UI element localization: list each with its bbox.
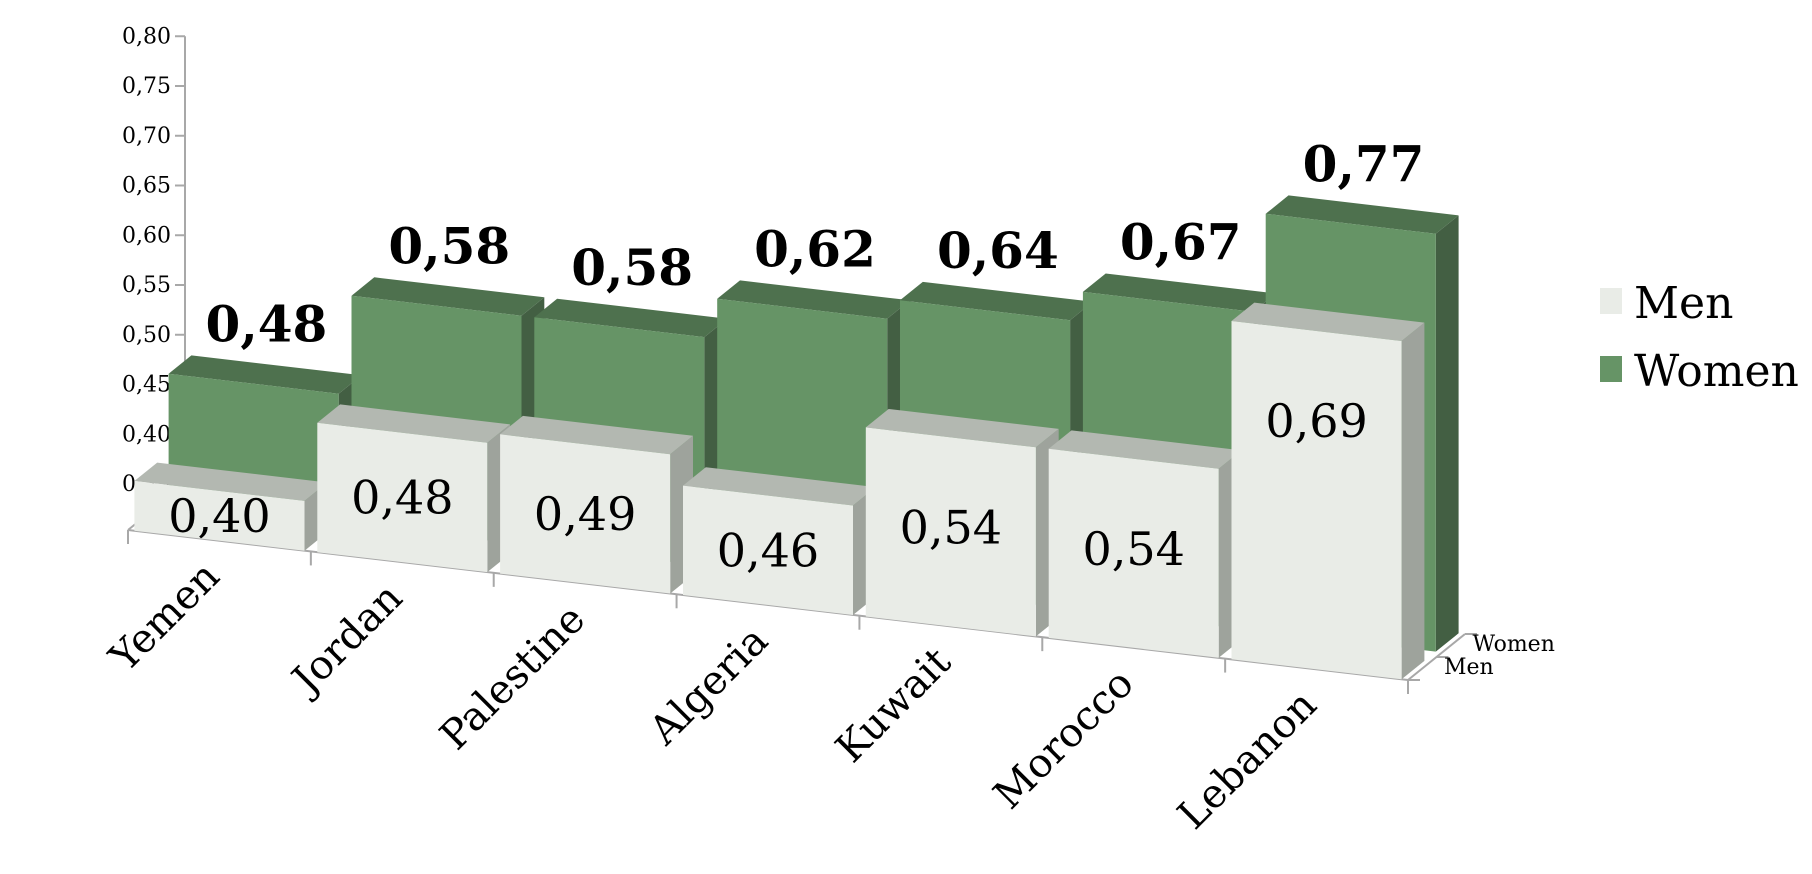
legend-label-men: Men (1634, 278, 1733, 329)
men-bar-yemen (134, 462, 328, 551)
y-tick-label: 0,50 (122, 323, 171, 348)
x-tick-label-algeria: Algeria (640, 618, 777, 755)
depth-axis-label-women: Women (1472, 632, 1554, 657)
men-value-label-kuwait: 0,54 (900, 500, 1002, 554)
x-tick-label-kuwait: Kuwait (827, 639, 960, 772)
women-bar-lebanon-side (1435, 215, 1459, 652)
women-value-label-kuwait: 0,64 (937, 221, 1059, 280)
men-value-label-lebanon: 0,69 (1265, 394, 1367, 448)
y-tick-label: 0,60 (122, 223, 171, 248)
women-bar-algeria-top (717, 280, 910, 319)
legend: Men Women (1600, 278, 1799, 397)
men-bar-kuwait (865, 409, 1059, 637)
y-tick-label: 0,55 (122, 273, 171, 298)
men-bar-lebanon-front (1231, 321, 1402, 680)
women-bar-jordan-top (351, 277, 545, 316)
women-value-label-jordan: 0,58 (388, 216, 510, 275)
depth-axis-label-men: Men (1444, 655, 1494, 680)
y-tick-label: 0,40 (122, 422, 171, 447)
women-bar-palestine-top (534, 298, 728, 338)
legend-swatch-men (1600, 288, 1622, 314)
men-bar-palestine-front (500, 434, 671, 594)
y-tick-label: 0,75 (122, 74, 171, 99)
men-bar-palestine-top (500, 415, 693, 455)
men-value-label-yemen: 0,40 (168, 489, 270, 543)
men-bar-yemen-top (134, 462, 328, 501)
women-bar-lebanon-top (1265, 195, 1459, 234)
men-bar-lebanon-side (1401, 322, 1425, 680)
men-bar-morocco-top (1048, 430, 1242, 469)
y-tick-label: 0,80 (122, 24, 171, 49)
x-tick-label-palestine: Palestine (431, 596, 594, 759)
men-value-label-jordan: 0,48 (351, 470, 453, 524)
legend-label-women: Women (1634, 346, 1799, 397)
men-bar-yemen-front (134, 481, 305, 551)
y-tick-label: 0,65 (122, 174, 171, 199)
women-value-label-yemen: 0,48 (206, 294, 328, 353)
x-tick-label-yemen: Yemen (101, 553, 229, 681)
men-value-label-algeria: 0,46 (717, 523, 819, 577)
women-value-label-algeria: 0,62 (754, 219, 876, 278)
x-tick-label-jordan: Jordan (281, 575, 411, 705)
women-bar-kuwait-top (900, 281, 1093, 321)
labels-layer: 0,48 0,58 0,58 0,62 0,64 0,67 0,77 0,40 0,48 0,49… (168, 134, 1424, 577)
x-tick-label-lebanon: Lebanon (1169, 682, 1325, 838)
men-bar-algeria-top (683, 467, 876, 506)
men-bar-lebanon-top (1231, 302, 1425, 341)
men-bar-kuwait-top (865, 409, 1059, 448)
women-value-label-morocco: 0,67 (1120, 212, 1242, 271)
men-series-layer (134, 302, 1425, 680)
men-bar-jordan-top (317, 404, 511, 443)
women-value-label-lebanon: 0,77 (1303, 134, 1425, 193)
men-bar-morocco-front (1048, 448, 1219, 658)
legend-swatch-women (1600, 356, 1622, 382)
x-tick-label-morocco: Morocco (985, 660, 1143, 818)
women-value-label-palestine: 0,58 (571, 238, 693, 297)
men-value-label-morocco: 0,54 (1083, 522, 1185, 576)
women-bar-morocco-top (1082, 273, 1276, 312)
men-bar-jordan (317, 404, 511, 573)
men-bar-algeria-front (683, 485, 853, 615)
men-bar-lebanon (1231, 302, 1425, 680)
men-bar-kuwait-front (865, 427, 1036, 637)
men-value-label-palestine: 0,49 (534, 487, 636, 541)
women-bar-yemen-top (168, 355, 362, 394)
men-bar-jordan-front (317, 422, 488, 573)
y-tick-label: 0,45 (122, 373, 171, 398)
y-tick-label: 0,70 (122, 124, 171, 149)
